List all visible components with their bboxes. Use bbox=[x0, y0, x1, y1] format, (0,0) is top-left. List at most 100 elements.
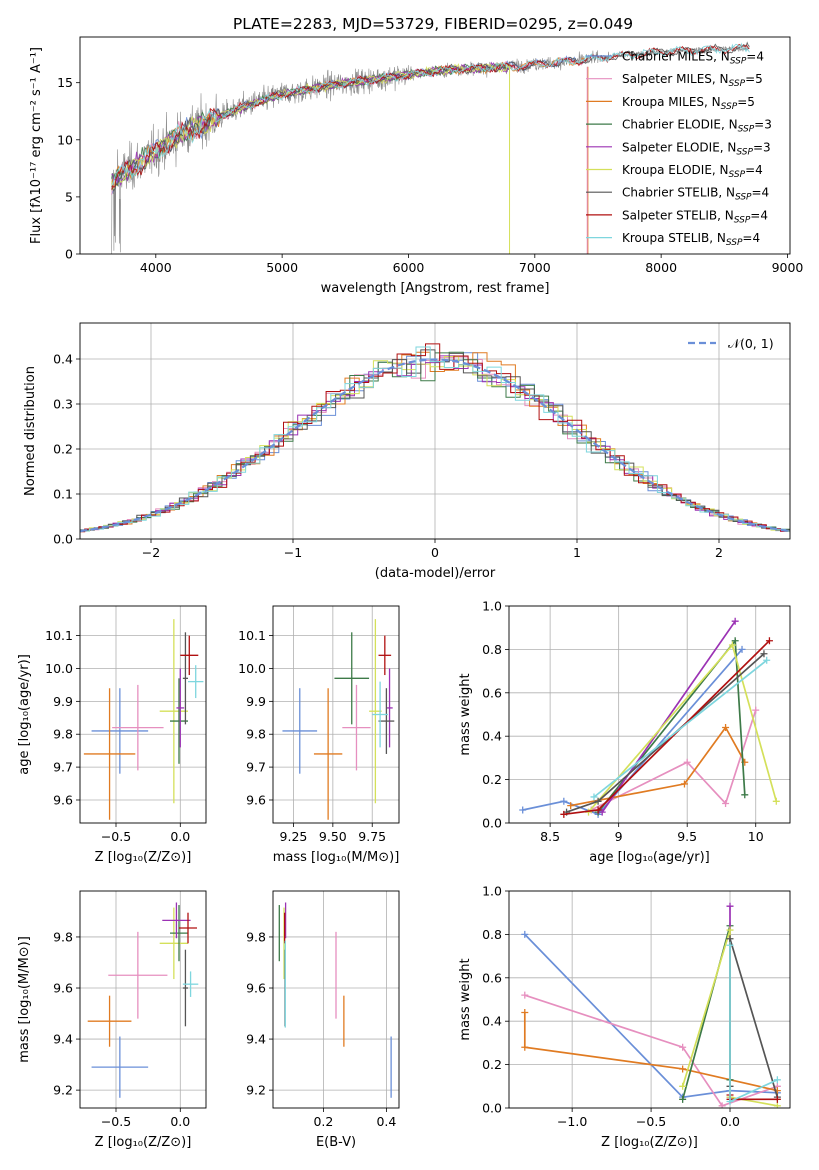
x-axis-label: (data-model)/error bbox=[375, 566, 496, 581]
model-spectrum-line bbox=[111, 43, 750, 190]
errorbar-point bbox=[159, 907, 188, 980]
y-tick-label: 10.0 bbox=[45, 661, 73, 676]
errorbar-point bbox=[372, 681, 388, 748]
massweight_vs_age-plot-area bbox=[519, 617, 780, 818]
normal-reference-curve bbox=[80, 358, 790, 533]
plus-marker bbox=[760, 650, 768, 658]
y-axis-label: Normed distribution bbox=[23, 366, 38, 496]
mass_vs_ebv-plot-area bbox=[278, 902, 392, 1098]
plus-marker bbox=[594, 797, 602, 805]
mass_vs_Z-plot-area bbox=[87, 902, 199, 1098]
y-tick-label: 10.1 bbox=[238, 628, 266, 643]
plus-marker bbox=[741, 791, 749, 799]
legend-entry: Salpeter ELODIE, NSSP=3 bbox=[622, 140, 771, 157]
plus-marker bbox=[722, 724, 730, 732]
errorbar-point bbox=[378, 688, 395, 754]
mass_vs_ebv-frame bbox=[272, 890, 400, 1109]
errorbar-point bbox=[159, 619, 188, 804]
y-tick-label: 0.0 bbox=[482, 816, 502, 831]
plus-marker bbox=[679, 1065, 687, 1073]
y-tick-label: 9.8 bbox=[53, 929, 73, 944]
plus-marker bbox=[594, 806, 602, 814]
y-tick-label: 9.8 bbox=[246, 929, 266, 944]
y-tick-label: 10.0 bbox=[238, 661, 266, 676]
errorbar-point bbox=[91, 1036, 149, 1098]
spectrum-plot-area bbox=[111, 41, 750, 254]
x-tick-label: 9.75 bbox=[358, 829, 386, 844]
residual-histogram bbox=[80, 349, 790, 533]
x-axis-label: Z [log₁₀(Z/Z⊙)] bbox=[95, 1135, 192, 1150]
y-tick-label: 9.2 bbox=[53, 1083, 73, 1098]
y-tick-label: 0.4 bbox=[53, 352, 73, 367]
plus-marker bbox=[763, 656, 771, 664]
y-tick-label: 1.0 bbox=[482, 599, 502, 614]
x-axis-label: wavelength [Angstrom, rest frame] bbox=[321, 281, 550, 296]
plus-marker bbox=[560, 810, 568, 818]
mass-weight-series bbox=[560, 637, 773, 818]
errorbar-point bbox=[162, 902, 191, 939]
y-tick-label: 15 bbox=[57, 75, 73, 90]
y-tick-label: 9.6 bbox=[246, 792, 266, 807]
plus-marker bbox=[679, 1043, 687, 1051]
legend-entry: Salpeter STELIB, NSSP=4 bbox=[622, 208, 768, 225]
y-tick-label: 9.8 bbox=[246, 727, 266, 742]
plus-marker bbox=[728, 641, 736, 649]
errorbar-point bbox=[182, 949, 188, 1027]
plus-marker bbox=[752, 706, 760, 714]
x-tick-label: −0.5 bbox=[101, 829, 131, 844]
mass-weight-series bbox=[587, 706, 760, 814]
errorbar-point bbox=[170, 905, 188, 962]
mass-weight-line bbox=[729, 945, 778, 1103]
plus-marker bbox=[521, 1009, 529, 1017]
plus-marker bbox=[726, 902, 734, 910]
y-tick-label: 0.2 bbox=[482, 772, 502, 787]
x-tick-label: 8000 bbox=[645, 260, 677, 275]
y-tick-label: 0 bbox=[65, 247, 73, 262]
age_vs_Z-plot-area bbox=[83, 619, 204, 820]
mass-weight-series bbox=[726, 935, 781, 1101]
x-tick-label: 9.50 bbox=[319, 829, 347, 844]
errorbar-point bbox=[378, 635, 392, 676]
plus-marker bbox=[738, 645, 746, 653]
x-tick-label: 9.25 bbox=[280, 829, 308, 844]
y-tick-label: 10.1 bbox=[45, 628, 73, 643]
chart-layer: 4000 5000 6000 7000 8000 9000051015wavelength… bbox=[17, 36, 803, 1150]
errorbar-point bbox=[188, 665, 204, 699]
plus-marker bbox=[679, 1095, 687, 1103]
y-tick-label: 9.4 bbox=[53, 1032, 73, 1047]
y-tick-label: 9.4 bbox=[246, 1032, 266, 1047]
x-tick-label: −2 bbox=[142, 545, 160, 560]
residual-histogram bbox=[80, 343, 790, 533]
plus-marker bbox=[726, 926, 734, 934]
errorbar-point bbox=[182, 971, 199, 997]
residuals-plot-area bbox=[80, 343, 790, 533]
y-tick-label: 0.8 bbox=[482, 642, 502, 657]
mass_vs_Z-frame bbox=[79, 890, 207, 1109]
plus-marker bbox=[731, 637, 739, 645]
mass-weight-line bbox=[601, 620, 736, 813]
y-axis-label: mass [log₁₀(M/M⊙)] bbox=[17, 936, 32, 1063]
plus-marker bbox=[680, 780, 688, 788]
plus-marker bbox=[722, 799, 730, 807]
spectrum-legend: Chabrier MILES, NSSP=4 Salpeter MILES, NS… bbox=[586, 50, 772, 248]
errorbar-point bbox=[313, 688, 343, 820]
y-tick-label: 9.7 bbox=[53, 760, 73, 775]
residuals-frame bbox=[79, 322, 791, 540]
errorbar-point bbox=[87, 995, 132, 1047]
x-tick-label: 9 bbox=[615, 829, 623, 844]
x-tick-label: 9000 bbox=[772, 260, 804, 275]
x-tick-label: 6000 bbox=[393, 260, 425, 275]
errorbar-point bbox=[182, 632, 188, 725]
mass-weight-line bbox=[587, 643, 778, 813]
legend-entry: Kroupa MILES, NSSP=5 bbox=[622, 95, 755, 112]
x-tick-label: 0 bbox=[431, 545, 439, 560]
x-axis-label: mass [log₁₀(M/M⊙)] bbox=[273, 850, 400, 865]
y-tick-label: 10 bbox=[57, 132, 73, 147]
spectrum-axes: 4000 5000 6000 7000 8000 9000 0 5 10 15 wavelength… bbox=[29, 47, 803, 296]
y-tick-label: 9.9 bbox=[246, 694, 266, 709]
y-tick-label: 0.4 bbox=[482, 1014, 502, 1029]
y-tick-label: 9.6 bbox=[53, 981, 73, 996]
legend-entry: Kroupa ELODIE, NSSP=4 bbox=[622, 163, 763, 180]
x-tick-label: −1.0 bbox=[557, 1114, 587, 1129]
x-tick-label: 5000 bbox=[266, 260, 298, 275]
